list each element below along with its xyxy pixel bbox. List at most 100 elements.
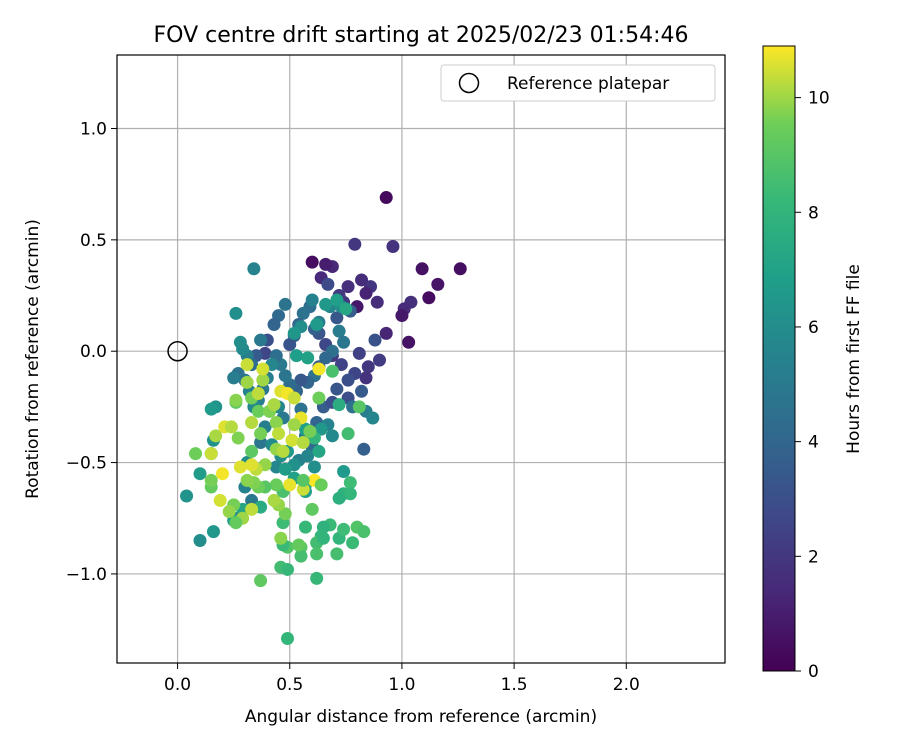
data-point bbox=[276, 444, 290, 458]
data-point bbox=[240, 375, 254, 389]
data-point bbox=[180, 489, 194, 503]
x-axis-label: Angular distance from reference (arcmin) bbox=[245, 707, 597, 727]
data-point bbox=[355, 384, 369, 398]
data-point bbox=[269, 415, 283, 429]
data-point bbox=[245, 458, 259, 472]
colorbar-ticks: 0 2 4 6 8 10 bbox=[795, 89, 830, 682]
scatter-points bbox=[180, 191, 467, 646]
data-point bbox=[422, 291, 436, 305]
y-tick-label: −0.5 bbox=[66, 454, 107, 474]
data-point bbox=[285, 433, 299, 447]
plot-area bbox=[116, 54, 726, 664]
data-point bbox=[283, 338, 297, 352]
data-point bbox=[352, 400, 366, 414]
data-point bbox=[330, 382, 344, 396]
data-point bbox=[372, 353, 386, 367]
data-point bbox=[267, 398, 281, 412]
data-point bbox=[256, 362, 270, 376]
data-point bbox=[319, 297, 333, 311]
data-point bbox=[296, 306, 310, 320]
reference-layer bbox=[167, 340, 188, 362]
data-point bbox=[292, 538, 306, 552]
data-point bbox=[305, 502, 319, 516]
data-point bbox=[337, 464, 351, 478]
data-point bbox=[359, 286, 373, 300]
data-point bbox=[319, 351, 333, 365]
x-tick-label: 0.5 bbox=[276, 675, 303, 695]
data-point bbox=[213, 493, 227, 507]
data-point bbox=[310, 317, 324, 331]
data-point bbox=[215, 467, 229, 481]
data-point bbox=[330, 311, 344, 325]
data-point bbox=[281, 632, 295, 646]
colorbar-tick-label: 10 bbox=[808, 89, 830, 109]
data-point bbox=[341, 373, 355, 387]
data-point bbox=[431, 277, 445, 291]
data-point bbox=[330, 293, 344, 307]
data-point bbox=[337, 522, 351, 536]
colorbar-tick-label: 6 bbox=[808, 318, 819, 338]
data-point bbox=[379, 326, 393, 340]
y-axis-label: Rotation from reference (arcmin) bbox=[23, 219, 43, 499]
reference-point-marker bbox=[167, 340, 188, 362]
data-point bbox=[254, 333, 268, 347]
data-point bbox=[348, 237, 362, 251]
data-point bbox=[209, 429, 223, 443]
data-point bbox=[301, 351, 315, 365]
data-point bbox=[332, 324, 346, 338]
y-tick-label: 0.0 bbox=[80, 342, 107, 362]
legend-marker-circle-icon bbox=[458, 72, 480, 94]
data-point bbox=[355, 273, 369, 287]
data-point bbox=[312, 391, 326, 405]
data-point bbox=[278, 462, 292, 476]
data-point bbox=[193, 534, 207, 548]
data-point bbox=[296, 473, 310, 487]
grid bbox=[117, 55, 725, 663]
data-point bbox=[303, 424, 317, 438]
data-point bbox=[287, 391, 301, 405]
data-point bbox=[343, 487, 357, 501]
data-point bbox=[278, 297, 292, 311]
data-point bbox=[274, 531, 288, 545]
data-point bbox=[386, 240, 400, 254]
data-point bbox=[310, 547, 324, 561]
data-point bbox=[193, 467, 207, 481]
data-point bbox=[287, 326, 301, 340]
plot-frame bbox=[116, 54, 726, 664]
data-point bbox=[325, 429, 339, 443]
data-point bbox=[245, 502, 259, 516]
data-point bbox=[229, 393, 243, 407]
data-point bbox=[267, 317, 281, 331]
data-point bbox=[337, 335, 351, 349]
y-tick-label: −1.0 bbox=[66, 565, 107, 585]
data-point bbox=[366, 411, 380, 425]
data-point bbox=[370, 295, 384, 309]
data-point bbox=[281, 562, 295, 576]
colorbar-tick-label: 2 bbox=[808, 547, 819, 567]
data-point bbox=[222, 505, 236, 519]
data-point bbox=[204, 447, 218, 461]
data-point bbox=[343, 476, 357, 490]
data-point bbox=[254, 427, 268, 441]
data-point bbox=[359, 371, 373, 385]
data-point bbox=[278, 507, 292, 521]
data-point bbox=[361, 360, 375, 374]
data-point bbox=[334, 358, 348, 372]
data-point bbox=[305, 293, 319, 307]
data-point bbox=[224, 420, 238, 434]
plot-background bbox=[117, 55, 725, 663]
legend-label: Reference platepar bbox=[507, 74, 669, 94]
chart-title: FOV centre drift starting at 2025/02/23 … bbox=[154, 23, 689, 48]
y-tick-label: 0.5 bbox=[80, 231, 107, 251]
data-point bbox=[231, 431, 245, 445]
data-point bbox=[415, 262, 429, 276]
x-tick-label: 2.0 bbox=[613, 675, 640, 695]
data-point bbox=[294, 402, 308, 416]
data-point bbox=[352, 346, 366, 360]
data-point bbox=[254, 436, 268, 450]
data-point bbox=[453, 262, 467, 276]
data-point bbox=[316, 531, 330, 545]
data-point bbox=[256, 373, 270, 387]
data-point bbox=[245, 415, 259, 429]
data-point bbox=[314, 478, 328, 492]
